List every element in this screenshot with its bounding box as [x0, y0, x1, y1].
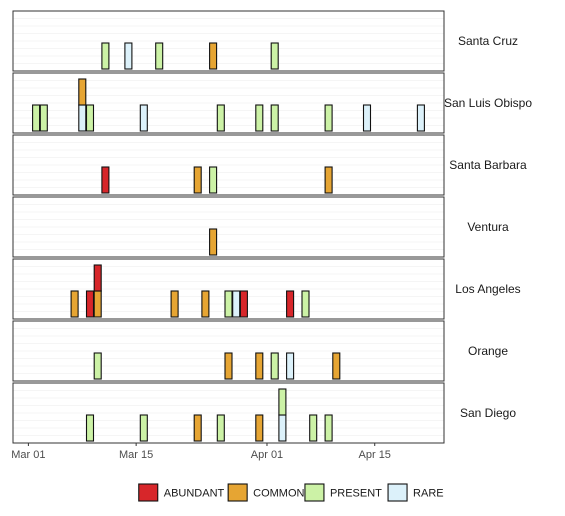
- tile-common: [193, 414, 202, 442]
- tile-common: [209, 228, 218, 256]
- facet-santa-cruz: Santa Cruz: [12, 10, 518, 72]
- tile-rare: [286, 352, 295, 380]
- tile-rare: [232, 290, 241, 318]
- tile-present: [155, 42, 164, 70]
- x-axis: Mar 01 Mar 15 Apr 01 Apr 15: [11, 443, 391, 461]
- tile-present: [85, 104, 95, 132]
- x-tick-label: Mar 01: [11, 449, 45, 461]
- facet-santa-barbara: Santa Barbara: [12, 134, 527, 196]
- tile-present: [101, 42, 110, 70]
- tile-present: [139, 414, 148, 442]
- legend-swatch: [304, 483, 325, 502]
- tile-present: [270, 42, 279, 70]
- facet-ventura: Ventura: [12, 196, 509, 258]
- facet-label: Santa Cruz: [458, 34, 518, 48]
- panel-border: [12, 72, 445, 134]
- tile-rare: [139, 104, 148, 132]
- tile-common: [224, 352, 233, 380]
- tile-common: [170, 290, 179, 318]
- tile-abundant: [85, 290, 95, 318]
- legend-label: ABUNDANT: [164, 488, 225, 500]
- tile-present: [216, 414, 225, 442]
- legend-item-present: PRESENT: [304, 483, 382, 502]
- x-tick-label: Mar 15: [119, 449, 153, 461]
- facet-los-angeles: Los Angeles: [12, 258, 521, 320]
- tile-common: [201, 290, 210, 318]
- tile-common: [209, 42, 218, 70]
- legend-item-rare: RARE: [387, 483, 444, 502]
- tile-common: [255, 414, 264, 442]
- facet-panels: Santa Cruz San Luis Obispo Santa Barbara Ve…: [12, 10, 532, 444]
- legend: ABUNDANT COMMON PRESENT RARE: [138, 483, 444, 502]
- legend-item-common: COMMON: [227, 483, 305, 502]
- tile-present: [301, 290, 310, 318]
- x-tick-label: Apr 01: [251, 449, 283, 461]
- legend-swatch: [138, 483, 159, 502]
- facet-label: San Luis Obispo: [444, 96, 532, 110]
- tile-common: [255, 352, 264, 380]
- tile-present: [270, 104, 279, 132]
- tile-present: [324, 414, 333, 442]
- facet-label: Orange: [468, 344, 508, 358]
- tile-common: [193, 166, 202, 194]
- facet-san-luis-obispo: San Luis Obispo: [12, 72, 532, 134]
- panel-border: [12, 196, 445, 258]
- legend-label: COMMON: [253, 488, 304, 500]
- tile-present: [93, 352, 102, 380]
- tile-present: [209, 166, 218, 194]
- facet-label: Ventura: [467, 220, 509, 234]
- tile-present: [255, 104, 264, 132]
- tile-present: [309, 414, 318, 442]
- legend-swatch: [387, 483, 408, 502]
- tile-rare: [78, 104, 87, 132]
- tile-common: [93, 290, 102, 318]
- panel-border: [12, 10, 445, 72]
- legend-item-abundant: ABUNDANT: [138, 483, 225, 502]
- panel-border: [12, 134, 445, 196]
- panel-border: [12, 258, 445, 320]
- legend-swatch: [227, 483, 248, 502]
- legend-label: PRESENT: [330, 488, 382, 500]
- tile-rare: [416, 104, 425, 132]
- tile-rare: [362, 104, 372, 132]
- tile-present: [224, 290, 233, 318]
- facet-label: San Diego: [460, 406, 516, 420]
- tile-common: [324, 166, 333, 194]
- facet-orange: Orange: [12, 320, 508, 382]
- panel-border: [12, 320, 445, 382]
- tile-rare: [278, 414, 287, 442]
- tile-present: [85, 414, 95, 442]
- tile-present: [39, 104, 48, 132]
- tile-present: [278, 388, 287, 416]
- tile-abundant: [101, 166, 110, 194]
- tile-common: [78, 78, 87, 106]
- tile-abundant: [286, 290, 295, 318]
- legend-label: RARE: [413, 488, 444, 500]
- tile-rare: [124, 42, 133, 70]
- tile-abundant: [239, 290, 248, 318]
- tile-present: [270, 352, 279, 380]
- panel-border: [12, 382, 445, 444]
- facet-label: Los Angeles: [455, 282, 520, 296]
- tile-abundant: [93, 264, 102, 292]
- tile-present: [32, 104, 41, 132]
- tile-common: [332, 352, 341, 380]
- tile-common: [70, 290, 79, 318]
- facet-label: Santa Barbara: [449, 158, 527, 172]
- tile-present: [324, 104, 333, 132]
- tile-present: [216, 104, 225, 132]
- facet-san-diego: San Diego: [12, 382, 516, 444]
- x-tick-label: Apr 15: [359, 449, 391, 461]
